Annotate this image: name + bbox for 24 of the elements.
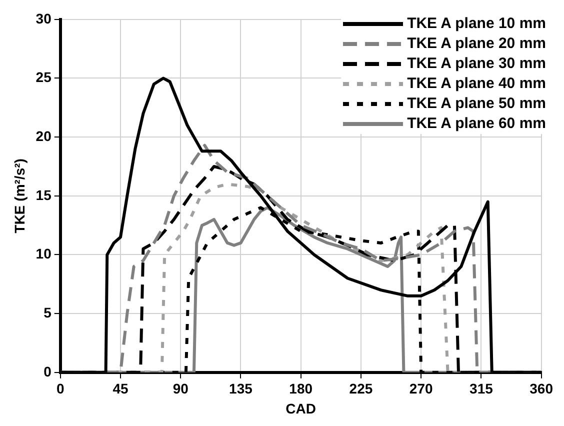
x-tick-label: 90 <box>172 380 189 397</box>
x-axis-title: CAD <box>286 400 316 416</box>
y-tick-label: 25 <box>36 69 52 86</box>
x-tick-label: 225 <box>349 380 373 397</box>
legend-label: TKE A plane 60 mm <box>407 114 546 134</box>
x-tick-label: 315 <box>470 380 494 397</box>
x-tick-label: 270 <box>409 380 433 397</box>
y-tick-label: 30 <box>36 10 52 26</box>
x-tick-label: 360 <box>530 380 554 397</box>
x-tick-label: 180 <box>289 380 313 397</box>
x-tick-label: 0 <box>56 380 64 397</box>
y-tick-label: 20 <box>36 128 52 144</box>
legend-label: TKE A plane 10 mm <box>407 14 546 34</box>
legend-label: TKE A plane 20 mm <box>407 34 546 54</box>
legend-label: TKE A plane 30 mm <box>407 54 546 74</box>
legend-label: TKE A plane 50 mm <box>407 94 546 114</box>
x-tick-label: 135 <box>229 380 253 397</box>
y-tick-label: 0 <box>44 363 52 380</box>
y-tick-label: 10 <box>36 246 52 262</box>
y-tick-label: 15 <box>36 186 52 203</box>
y-tick-label: 5 <box>44 304 52 320</box>
y-axis-title: TKE (m²/s²) <box>11 158 28 234</box>
legend-label: TKE A plane 40 mm <box>407 74 546 94</box>
x-tick-label: 45 <box>112 380 128 397</box>
